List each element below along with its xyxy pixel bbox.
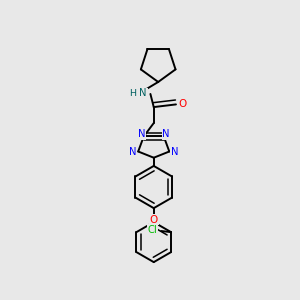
Text: N: N [162, 129, 170, 139]
Text: H: H [129, 89, 136, 98]
Text: Cl: Cl [148, 225, 158, 235]
Text: O: O [150, 215, 158, 225]
Text: O: O [178, 99, 186, 110]
Text: N: N [129, 146, 136, 157]
Text: N: N [171, 146, 178, 157]
Text: N: N [139, 88, 147, 98]
Text: N: N [138, 129, 145, 139]
